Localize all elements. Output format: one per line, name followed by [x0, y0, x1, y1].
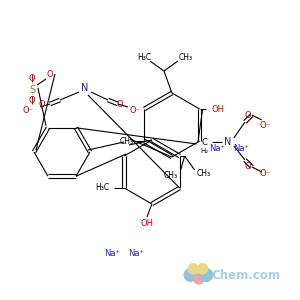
Text: O⁻: O⁻ [22, 106, 34, 115]
Text: CH₃: CH₃ [179, 52, 193, 62]
Circle shape [200, 269, 213, 281]
Text: Na⁺: Na⁺ [104, 249, 121, 258]
Text: O: O [29, 74, 35, 82]
Circle shape [188, 264, 199, 274]
Text: H₂: H₂ [201, 148, 209, 154]
Text: C: C [202, 137, 208, 146]
Circle shape [184, 269, 197, 281]
Text: H₃C: H₃C [95, 184, 109, 193]
Text: CH₃: CH₃ [119, 136, 133, 146]
Text: OH: OH [140, 220, 153, 229]
Text: H₃C: H₃C [137, 52, 151, 62]
Text: O: O [39, 100, 45, 109]
Text: O: O [244, 110, 251, 119]
Text: O⁻: O⁻ [260, 121, 270, 130]
Text: O: O [47, 70, 53, 79]
Text: O⁻: O⁻ [260, 169, 270, 178]
Text: OH: OH [211, 104, 224, 113]
Text: O: O [117, 100, 123, 109]
Text: O: O [244, 163, 251, 172]
Text: O: O [29, 95, 35, 104]
Text: N: N [81, 83, 89, 93]
Text: Chem.com: Chem.com [212, 268, 280, 282]
Text: Na⁺: Na⁺ [209, 144, 225, 153]
Text: CH₃: CH₃ [164, 172, 178, 181]
Text: S: S [29, 85, 35, 95]
Text: CH₃: CH₃ [196, 169, 211, 178]
Circle shape [194, 274, 204, 284]
Text: O⁻: O⁻ [130, 106, 140, 115]
Text: Na⁺: Na⁺ [233, 144, 249, 153]
Text: Na⁺: Na⁺ [128, 249, 145, 258]
Text: N: N [224, 137, 232, 147]
Circle shape [197, 264, 208, 274]
